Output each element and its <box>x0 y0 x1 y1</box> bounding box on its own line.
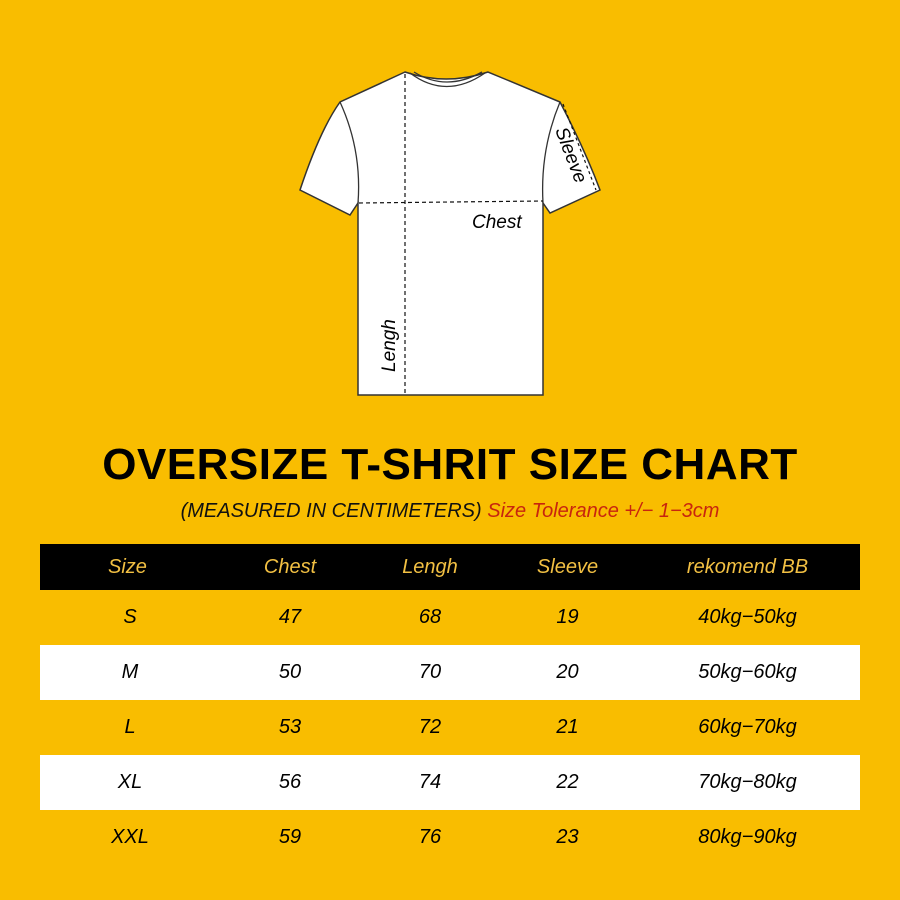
tshirt-outline <box>299 71 601 396</box>
cell-recommended-weight: 80kg−90kg <box>698 826 797 848</box>
cell-chest: 47 <box>278 606 302 628</box>
sleeve-seam-left <box>339 101 360 204</box>
cell-chest: 56 <box>278 771 302 793</box>
table-header: Size Chest Lengh Sleeve rekomend BB <box>40 544 860 590</box>
cell-length: 76 <box>418 826 442 848</box>
header-length: Lengh <box>402 555 458 578</box>
length-label: Lengh <box>379 319 400 372</box>
tshirt-diagram: Chest Lengh Sleeve <box>299 71 601 396</box>
cell-chest: 50 <box>278 661 302 683</box>
sleeve-seam-right <box>541 101 561 204</box>
cell-sleeve: 23 <box>556 826 579 848</box>
cell-sleeve: 21 <box>556 716 579 738</box>
chest-label: Chest <box>472 212 522 233</box>
cell-length: 70 <box>418 661 442 683</box>
cell-length: 72 <box>418 716 442 738</box>
cell-sleeve: 22 <box>556 771 579 793</box>
cell-sleeve: 19 <box>556 606 579 628</box>
cell-chest: 53 <box>278 716 302 738</box>
collar <box>409 71 486 88</box>
cell-recommended-weight: 40kg−50kg <box>698 606 797 628</box>
table-row: L 53 72 21 60kg−70kg <box>40 700 860 755</box>
measured-note: (MEASURED IN CENTIMETERS) <box>180 500 482 522</box>
table-row: M 50 70 20 50kg−60kg <box>40 645 860 700</box>
header-recommended-weight: rekomend BB <box>686 555 809 578</box>
size-table: Size Chest Lengh Sleeve rekomend BB S 47 6… <box>40 544 860 865</box>
cell-recommended-weight: 50kg−60kg <box>698 661 797 683</box>
header-sleeve: Sleeve <box>536 555 599 578</box>
table-row: XL 56 74 22 70kg−80kg <box>40 755 860 810</box>
cell-length: 68 <box>418 606 442 628</box>
cell-recommended-weight: 60kg−70kg <box>698 716 797 738</box>
chest-measure-line <box>358 200 544 204</box>
tolerance-note: Size Tolerance +/− 1−3cm <box>487 500 720 522</box>
cell-recommended-weight: 70kg−80kg <box>698 771 797 793</box>
table-row: XXL 59 76 23 80kg−90kg <box>40 810 860 865</box>
cell-size: L <box>124 716 136 738</box>
cell-chest: 59 <box>278 826 302 848</box>
cell-length: 74 <box>418 771 442 793</box>
cell-size: S <box>123 606 137 628</box>
subtitle: (MEASURED IN CENTIMETERS) Size Tolerance… <box>0 500 900 523</box>
cell-sleeve: 20 <box>556 661 579 683</box>
header-size: Size <box>108 555 147 578</box>
cell-size: XXL <box>111 826 149 848</box>
cell-size: XL <box>117 771 143 793</box>
table-row: S 47 68 19 40kg−50kg <box>40 590 860 645</box>
cell-size: M <box>121 661 139 683</box>
page-title: OVERSIZE T-SHRIT SIZE CHART <box>102 440 798 489</box>
header-chest: Chest <box>263 555 317 578</box>
